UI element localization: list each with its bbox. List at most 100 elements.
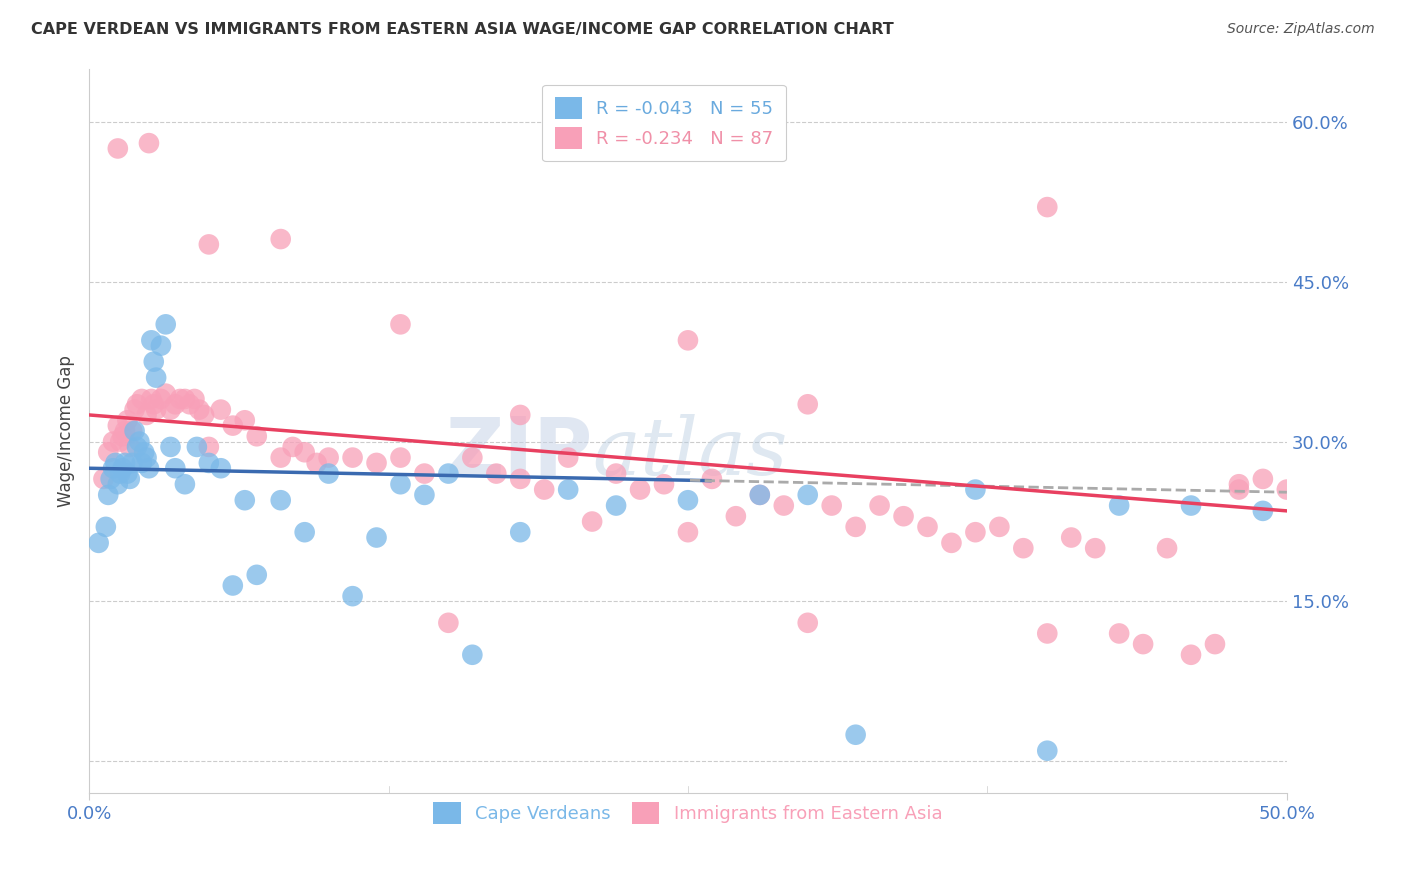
Point: [437, 615, 460, 630]
Point: [342, 589, 364, 603]
Point: [118, 472, 141, 486]
Point: [270, 450, 292, 465]
Point: [186, 440, 208, 454]
Text: ZIP: ZIP: [444, 414, 592, 491]
Point: [869, 499, 891, 513]
Point: [294, 525, 316, 540]
Point: [145, 402, 167, 417]
Point: [821, 499, 844, 513]
Point: [281, 440, 304, 454]
Point: [97, 445, 120, 459]
Point: [941, 536, 963, 550]
Point: [270, 232, 292, 246]
Point: [124, 424, 146, 438]
Point: [233, 493, 256, 508]
Point: [121, 456, 143, 470]
Point: [772, 499, 794, 513]
Point: [965, 483, 987, 497]
Point: [117, 413, 139, 427]
Point: [700, 472, 723, 486]
Point: [94, 520, 117, 534]
Point: [305, 456, 328, 470]
Point: [676, 334, 699, 348]
Point: [1012, 541, 1035, 556]
Point: [135, 408, 157, 422]
Point: [104, 456, 127, 470]
Point: [1108, 626, 1130, 640]
Point: [142, 397, 165, 411]
Point: [893, 509, 915, 524]
Point: [1180, 648, 1202, 662]
Point: [114, 424, 136, 438]
Point: [169, 392, 191, 406]
Point: [1251, 472, 1274, 486]
Point: [145, 370, 167, 384]
Point: [149, 339, 172, 353]
Point: [557, 450, 579, 465]
Point: [413, 488, 436, 502]
Point: [1156, 541, 1178, 556]
Point: [1180, 499, 1202, 513]
Point: [796, 488, 818, 502]
Point: [557, 483, 579, 497]
Point: [93, 472, 115, 486]
Text: atlas: atlas: [592, 414, 787, 491]
Point: [179, 397, 201, 411]
Point: [1251, 504, 1274, 518]
Point: [117, 467, 139, 481]
Point: [1036, 200, 1059, 214]
Point: [233, 413, 256, 427]
Point: [107, 477, 129, 491]
Point: [1227, 483, 1250, 497]
Point: [107, 141, 129, 155]
Point: [183, 392, 205, 406]
Point: [131, 456, 153, 470]
Point: [965, 525, 987, 540]
Point: [198, 440, 221, 454]
Point: [101, 461, 124, 475]
Point: [188, 402, 211, 417]
Point: [748, 488, 770, 502]
Point: [1275, 483, 1298, 497]
Point: [652, 477, 675, 491]
Point: [222, 578, 245, 592]
Point: [581, 515, 603, 529]
Point: [389, 477, 412, 491]
Point: [509, 472, 531, 486]
Point: [193, 408, 215, 422]
Text: Source: ZipAtlas.com: Source: ZipAtlas.com: [1227, 22, 1375, 37]
Point: [222, 418, 245, 433]
Point: [485, 467, 508, 481]
Point: [174, 392, 197, 406]
Point: [389, 318, 412, 332]
Point: [138, 136, 160, 150]
Point: [108, 434, 131, 449]
Point: [141, 392, 163, 406]
Point: [141, 334, 163, 348]
Point: [845, 520, 868, 534]
Point: [389, 450, 412, 465]
Point: [138, 461, 160, 475]
Point: [159, 440, 181, 454]
Point: [1060, 531, 1083, 545]
Point: [125, 440, 148, 454]
Point: [209, 461, 232, 475]
Point: [87, 536, 110, 550]
Point: [155, 386, 177, 401]
Point: [366, 456, 388, 470]
Point: [676, 493, 699, 508]
Point: [111, 461, 134, 475]
Point: [101, 434, 124, 449]
Point: [111, 429, 134, 443]
Point: [845, 728, 868, 742]
Point: [270, 493, 292, 508]
Point: [988, 520, 1011, 534]
Y-axis label: Wage/Income Gap: Wage/Income Gap: [58, 355, 75, 507]
Point: [198, 456, 221, 470]
Point: [108, 467, 131, 481]
Point: [165, 397, 187, 411]
Point: [318, 467, 340, 481]
Point: [342, 450, 364, 465]
Point: [121, 424, 143, 438]
Point: [209, 402, 232, 417]
